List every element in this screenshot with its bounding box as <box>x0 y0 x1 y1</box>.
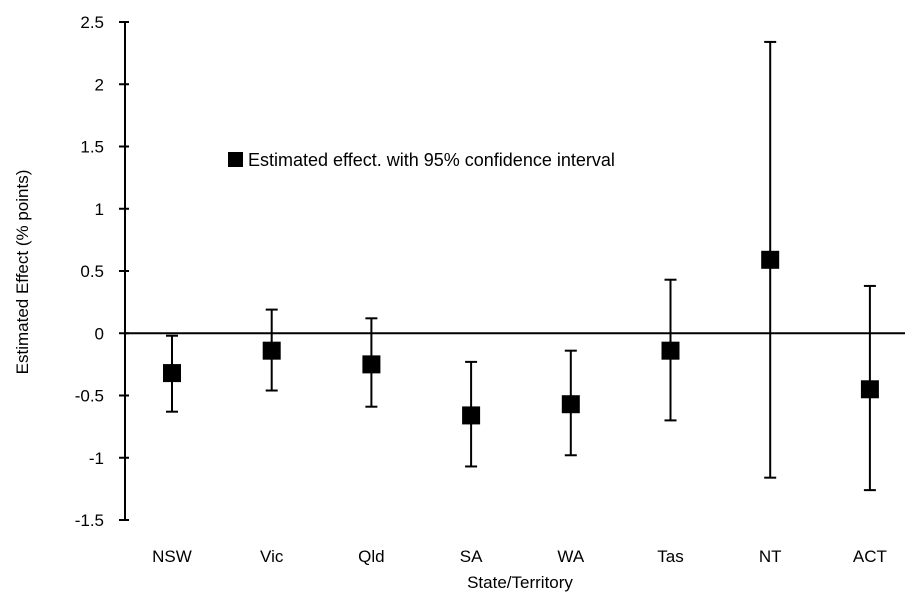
y-tick-label: 1.5 <box>80 138 104 157</box>
data-marks <box>163 40 879 492</box>
x-tick-label: SA <box>460 547 483 566</box>
y-tick-label: 2.5 <box>80 13 104 32</box>
x-tick-label: Tas <box>657 547 683 566</box>
x-tick-label: ACT <box>853 547 887 566</box>
y-tick-label: -1 <box>89 449 104 468</box>
legend-marker <box>228 152 243 167</box>
data-point <box>561 395 580 414</box>
y-axis: 2.5 2 1.5 1 0.5 0 -0.5 -1 -1.5 <box>75 13 129 530</box>
legend: Estimated effect. with 95% confidence in… <box>228 150 615 170</box>
x-tick-label: WA <box>557 547 584 566</box>
y-tick-label: 2 <box>95 75 104 94</box>
data-point <box>462 406 481 425</box>
data-point <box>362 355 381 374</box>
x-tick-label: NSW <box>152 547 192 566</box>
x-tick-label: Qld <box>358 547 384 566</box>
x-tick-label: Vic <box>260 547 284 566</box>
y-tick-label: 0.5 <box>80 262 104 281</box>
data-point <box>163 364 181 383</box>
y-tick-label: 0 <box>95 324 104 343</box>
legend-label: Estimated effect. with 95% confidence in… <box>248 150 615 170</box>
x-axis-title: State/Territory <box>467 573 573 592</box>
data-point <box>661 341 680 360</box>
data-point <box>860 380 879 399</box>
y-axis-title: Estimated Effect (% points) <box>13 170 32 375</box>
y-tick-label: -0.5 <box>75 387 104 406</box>
data-point <box>262 341 281 360</box>
x-tick-label: NT <box>759 547 782 566</box>
x-axis: NSW Vic Qld SA WA Tas NT ACT <box>125 332 905 566</box>
y-tick-label: -1.5 <box>75 511 104 530</box>
y-tick-label: 1 <box>95 200 104 219</box>
data-point <box>761 250 780 269</box>
